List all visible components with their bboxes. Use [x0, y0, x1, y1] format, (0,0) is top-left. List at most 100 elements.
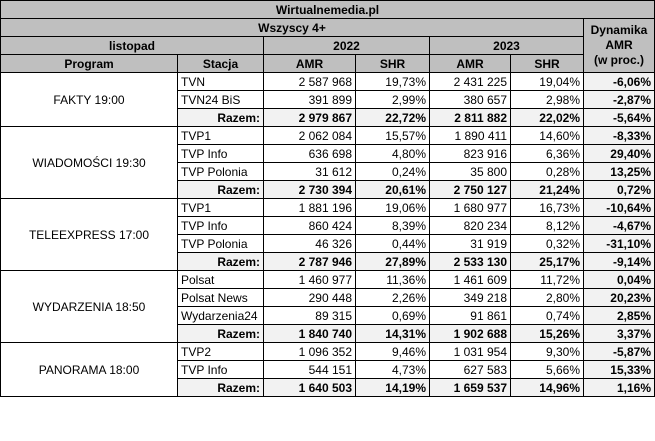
- shr-a-cell: 20,61%: [355, 180, 430, 199]
- col-amr-b-header: AMR: [429, 54, 511, 73]
- total-row: Razem: 2 979 867 22,72% 2 811 882 22,02% -5,6…: [1, 108, 655, 127]
- amr-b-cell: 1 031 954: [429, 342, 511, 361]
- shr-a-cell: 14,19%: [355, 378, 430, 397]
- shr-a-cell: 8,39%: [355, 216, 430, 235]
- amr-b-cell: 31 919: [429, 234, 511, 253]
- shr-b-cell: 9,30%: [510, 342, 584, 361]
- shr-b-cell: 0,32%: [510, 234, 584, 253]
- station-cell: Wydarzenia24: [177, 306, 264, 325]
- amr-b-cell: 1 680 977: [429, 198, 511, 217]
- shr-a-cell: 9,46%: [355, 342, 430, 361]
- shr-a-cell: 15,57%: [355, 126, 430, 145]
- dynamics-cell: 13,25%: [583, 162, 655, 181]
- shr-b-cell: 14,96%: [510, 378, 584, 397]
- shr-b-cell: 11,72%: [510, 270, 584, 289]
- amr-b-cell: 627 583: [429, 360, 511, 379]
- amr-b-cell: 2 431 225: [429, 72, 511, 91]
- program-name: WYDARZENIA 18:50: [0, 270, 178, 343]
- table-row: Wydarzenia24 89 315 0,69% 91 861 0,74% 2,85%: [1, 306, 655, 325]
- table-row: WIADOMOŚCI 19:30 TVP1 2 062 084 15,57% 1 890…: [0, 126, 655, 199]
- shr-a-cell: 11,36%: [355, 270, 430, 289]
- dynamics-cell: 2,85%: [583, 306, 655, 325]
- dynamics-cell: -8,33%: [583, 126, 655, 145]
- amr-a-cell: 391 899: [263, 90, 356, 109]
- dynamics-cell: -4,67%: [583, 216, 655, 235]
- shr-a-cell: 0,24%: [355, 162, 430, 181]
- station-cell: Razem:: [177, 378, 264, 397]
- table-row: WYDARZENIA 18:50 Polsat 1 460 977 11,36% 1 4…: [0, 270, 655, 343]
- amr-b-cell: 380 657: [429, 90, 511, 109]
- shr-b-cell: 8,12%: [510, 216, 584, 235]
- total-row: Razem: 1 640 503 14,19% 1 659 537 14,96% 1,16…: [1, 378, 655, 397]
- table-row: TVP Info 544 151 4,73% 627 583 5,66% 15,33%: [1, 360, 655, 379]
- audience-label: Wszyscy 4+: [0, 18, 584, 37]
- year-b-label: 2023: [429, 36, 584, 55]
- station-cell: TVN: [177, 72, 264, 91]
- amr-b-cell: 823 916: [429, 144, 511, 163]
- amr-a-cell: 31 612: [263, 162, 356, 181]
- shr-b-cell: 2,98%: [510, 90, 584, 109]
- amr-b-cell: 2 750 127: [429, 180, 511, 199]
- shr-a-cell: 2,99%: [355, 90, 430, 109]
- amr-b-cell: 1 890 411: [429, 126, 511, 145]
- amr-a-cell: 1 096 352: [263, 342, 356, 361]
- shr-a-cell: 0,44%: [355, 234, 430, 253]
- program-name: PANORAMA 18:00: [0, 342, 178, 397]
- shr-b-cell: 5,66%: [510, 360, 584, 379]
- col-program-header: Program: [0, 54, 178, 73]
- shr-a-cell: 19,06%: [355, 198, 430, 217]
- amr-a-cell: 2 979 867: [263, 108, 356, 127]
- amr-a-cell: 1 881 196: [263, 198, 356, 217]
- period-label: listopad: [0, 36, 264, 55]
- shr-b-cell: 22,02%: [510, 108, 584, 127]
- shr-a-cell: 27,89%: [355, 252, 430, 271]
- station-cell: Polsat News: [177, 288, 264, 307]
- dynamics-cell: 20,23%: [583, 288, 655, 307]
- shr-b-cell: 14,60%: [510, 126, 584, 145]
- shr-a-cell: 22,72%: [355, 108, 430, 127]
- station-cell: TVP Info: [177, 360, 264, 379]
- col-shr-a-header: SHR: [355, 54, 430, 73]
- station-cell: Razem:: [177, 324, 264, 343]
- amr-b-cell: 1 461 609: [429, 270, 511, 289]
- dynamics-cell: -5,64%: [583, 108, 655, 127]
- shr-a-cell: 14,31%: [355, 324, 430, 343]
- dynamics-cell: -6,06%: [583, 72, 655, 91]
- dynamics-cell: 29,40%: [583, 144, 655, 163]
- station-cell: Razem:: [177, 180, 264, 199]
- ratings-table: Wirtualnemedia.pl Wszyscy 4+ Dynamika AM…: [0, 0, 655, 397]
- station-cell: TVP Info: [177, 144, 264, 163]
- year-a-label: 2022: [263, 36, 430, 55]
- dynamics-cell: 0,72%: [583, 180, 655, 199]
- amr-a-cell: 2 062 084: [263, 126, 356, 145]
- amr-a-cell: 860 424: [263, 216, 356, 235]
- shr-b-cell: 0,74%: [510, 306, 584, 325]
- amr-a-cell: 1 460 977: [263, 270, 356, 289]
- amr-b-cell: 35 800: [429, 162, 511, 181]
- dynamics-header-line-1: Dynamika: [590, 23, 648, 37]
- shr-b-cell: 21,24%: [510, 180, 584, 199]
- station-cell: TVP Polonia: [177, 234, 264, 253]
- col-station-header: Stacja: [177, 54, 264, 73]
- dynamics-cell: 0,04%: [583, 270, 655, 289]
- program-name: FAKTY 19:00: [0, 72, 178, 127]
- program-name: TELEEXPRESS 17:00: [0, 198, 178, 271]
- dynamics-cell: 3,37%: [583, 324, 655, 343]
- table-row: Polsat News 290 448 2,26% 349 218 2,80% 20,23…: [1, 288, 655, 307]
- shr-a-cell: 4,73%: [355, 360, 430, 379]
- shr-b-cell: 2,80%: [510, 288, 584, 307]
- table-row: PANORAMA 18:00 TVP2 1 096 352 9,46% 1 031 95…: [0, 342, 655, 397]
- amr-b-cell: 91 861: [429, 306, 511, 325]
- shr-b-cell: 6,36%: [510, 144, 584, 163]
- source-title: Wirtualnemedia.pl: [0, 0, 655, 19]
- station-cell: Razem:: [177, 108, 264, 127]
- table-row: TVP Info 636 698 4,80% 823 916 6,36% 29,40%: [1, 144, 655, 163]
- table-body: FAKTY 19:00 TVN 2 587 968 19,73% 2 431 225 19…: [0, 72, 655, 397]
- table-row: TVN24 BiS 391 899 2,99% 380 657 2,98% -2,87%: [1, 90, 655, 109]
- shr-b-cell: 16,73%: [510, 198, 584, 217]
- col-shr-b-header: SHR: [510, 54, 584, 73]
- amr-a-cell: 290 448: [263, 288, 356, 307]
- amr-b-cell: 2 533 130: [429, 252, 511, 271]
- table-header: Wirtualnemedia.pl Wszyscy 4+ Dynamika AM…: [0, 0, 655, 73]
- dynamics-cell: 15,33%: [583, 360, 655, 379]
